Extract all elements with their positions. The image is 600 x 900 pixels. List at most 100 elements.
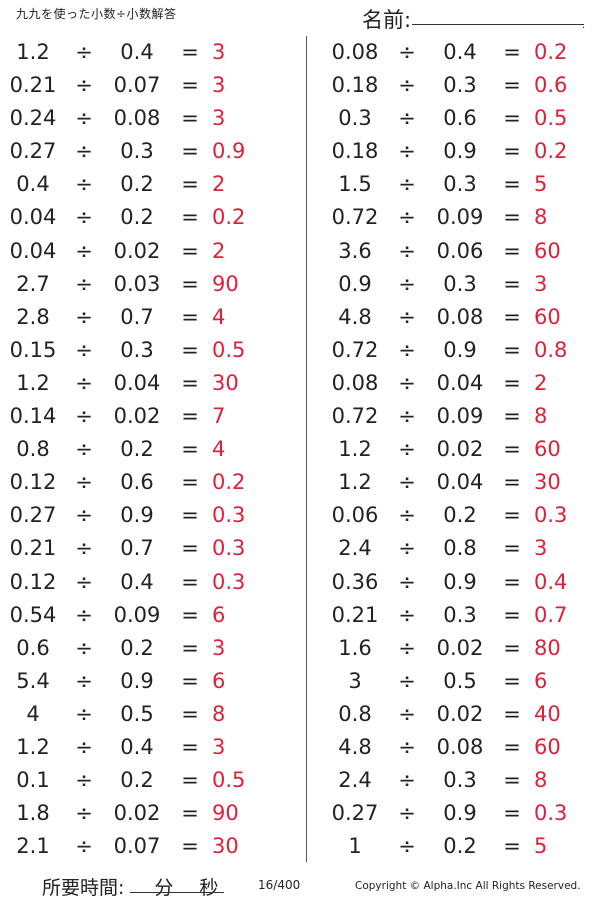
- equals-sign: =: [181, 701, 199, 726]
- equals-sign: =: [503, 73, 521, 98]
- problem-row: 0.14 ÷ 0.02 = 7: [0, 400, 300, 433]
- problem-row: 0.21 ÷ 0.07 = 3: [0, 69, 300, 102]
- problem-row: 0.36 ÷ 0.9 = 0.4: [322, 566, 600, 599]
- problem-row: 0.15 ÷ 0.3 = 0.5: [0, 334, 300, 367]
- column-divider: [306, 36, 307, 862]
- problem-row: 0.8 ÷ 0.02 = 40: [322, 698, 600, 731]
- problem-row: 1.8 ÷ 0.02 = 90: [0, 797, 300, 830]
- problem-row: 1.6 ÷ 0.02 = 80: [322, 632, 600, 665]
- dividend: 0.27: [9, 139, 57, 164]
- problem-row: 0.21 ÷ 0.3 = 0.7: [322, 599, 600, 632]
- answer: 8: [534, 205, 548, 230]
- problem-row: 2.4 ÷ 0.3 = 8: [322, 764, 600, 797]
- problem-row: 0.8 ÷ 0.2 = 4: [0, 433, 300, 466]
- divide-sign: ÷: [398, 139, 416, 164]
- dividend: 0.27: [9, 503, 57, 528]
- equals-sign: =: [503, 304, 521, 329]
- divide-sign: ÷: [75, 40, 93, 64]
- dividend: 0.18: [331, 139, 379, 164]
- answer: 60: [534, 304, 561, 329]
- dividend: 0.08: [331, 370, 379, 395]
- divide-sign: ÷: [75, 701, 93, 726]
- dividend: 0.3: [338, 106, 372, 131]
- equals-sign: =: [181, 834, 199, 859]
- seconds-label: 秒: [199, 877, 219, 899]
- answer: 60: [534, 734, 561, 759]
- answer: 3: [212, 106, 226, 131]
- divisor: 0.3: [443, 768, 477, 793]
- problem-row: 1.2 ÷ 0.04 = 30: [0, 367, 300, 400]
- divide-sign: ÷: [398, 437, 416, 462]
- equals-sign: =: [181, 205, 199, 230]
- problem-row: 0.08 ÷ 0.04 = 2: [322, 367, 600, 400]
- equals-sign: =: [181, 536, 199, 561]
- divisor: 0.07: [113, 834, 161, 859]
- answer: 4: [212, 437, 226, 462]
- equals-sign: =: [181, 271, 199, 296]
- answer: 90: [212, 271, 239, 296]
- equals-sign: =: [503, 768, 521, 793]
- equals-sign: =: [181, 370, 199, 395]
- divisor: 0.6: [443, 106, 477, 131]
- divisor: 0.3: [120, 337, 154, 362]
- dividend: 0.36: [331, 569, 379, 594]
- divisor: 0.4: [443, 40, 477, 64]
- answer: 0.3: [534, 801, 568, 826]
- problem-row: 0.54 ÷ 0.09 = 6: [0, 599, 300, 632]
- divisor: 0.9: [443, 139, 477, 164]
- answer: 90: [212, 801, 239, 826]
- divisor: 0.3: [443, 73, 477, 98]
- time-required: 所要時間: 分 秒: [42, 873, 218, 900]
- divide-sign: ÷: [398, 701, 416, 726]
- equals-sign: =: [181, 172, 199, 197]
- answer: 60: [534, 437, 561, 462]
- dividend: 0.12: [9, 470, 57, 495]
- answer: 2: [534, 370, 548, 395]
- divide-sign: ÷: [75, 437, 93, 462]
- answer: 0.8: [534, 337, 568, 362]
- problem-row: 0.18 ÷ 0.9 = 0.2: [322, 135, 600, 168]
- answer: 0.5: [212, 337, 246, 362]
- problem-row: 2.8 ÷ 0.7 = 4: [0, 301, 300, 334]
- name-label: 名前:: [362, 8, 412, 32]
- dividend: 1.2: [338, 470, 372, 495]
- divisor: 0.2: [120, 205, 154, 230]
- divide-sign: ÷: [398, 271, 416, 296]
- name-dot: .: [582, 20, 586, 31]
- equals-sign: =: [503, 370, 521, 395]
- answer: 0.2: [534, 139, 568, 164]
- dividend: 1.2: [16, 40, 50, 64]
- answer: 0.3: [212, 536, 246, 561]
- divide-sign: ÷: [398, 668, 416, 693]
- divide-sign: ÷: [75, 569, 93, 594]
- equals-sign: =: [503, 734, 521, 759]
- worksheet-title: 九九を使った小数÷小数解答: [16, 7, 177, 21]
- equals-sign: =: [181, 40, 199, 64]
- equals-sign: =: [503, 337, 521, 362]
- divisor: 0.09: [113, 602, 161, 627]
- answer: 0.5: [534, 106, 568, 131]
- right-problem-column: 0.08 ÷ 0.4 = 0.2 0.18 ÷ 0.3 = 0.6 0.3 ÷ 0.6 = 0.5 0.18 ÷…: [322, 36, 600, 863]
- equals-sign: =: [503, 437, 521, 462]
- dividend: 2.4: [338, 536, 372, 561]
- answer: 8: [212, 701, 226, 726]
- equals-sign: =: [503, 701, 521, 726]
- problem-row: 1.2 ÷ 0.4 = 3: [0, 731, 300, 764]
- divisor: 0.3: [443, 172, 477, 197]
- problem-row: 0.04 ÷ 0.2 = 0.2: [0, 201, 300, 234]
- answer: 0.3: [534, 503, 568, 528]
- answer: 0.6: [534, 73, 568, 98]
- dividend: 1.5: [338, 172, 372, 197]
- problem-row: 1.2 ÷ 0.04 = 30: [322, 466, 600, 499]
- dividend: 0.9: [338, 271, 372, 296]
- answer: 3: [212, 734, 226, 759]
- divide-sign: ÷: [398, 602, 416, 627]
- dividend: 4.8: [338, 734, 372, 759]
- time-field[interactable]: [130, 892, 224, 893]
- divisor: 0.08: [436, 304, 484, 329]
- problem-row: 0.4 ÷ 0.2 = 2: [0, 168, 300, 201]
- answer: 0.3: [212, 569, 246, 594]
- divisor: 0.4: [120, 40, 154, 64]
- name-field[interactable]: [412, 24, 584, 25]
- dividend: 3.6: [338, 238, 372, 263]
